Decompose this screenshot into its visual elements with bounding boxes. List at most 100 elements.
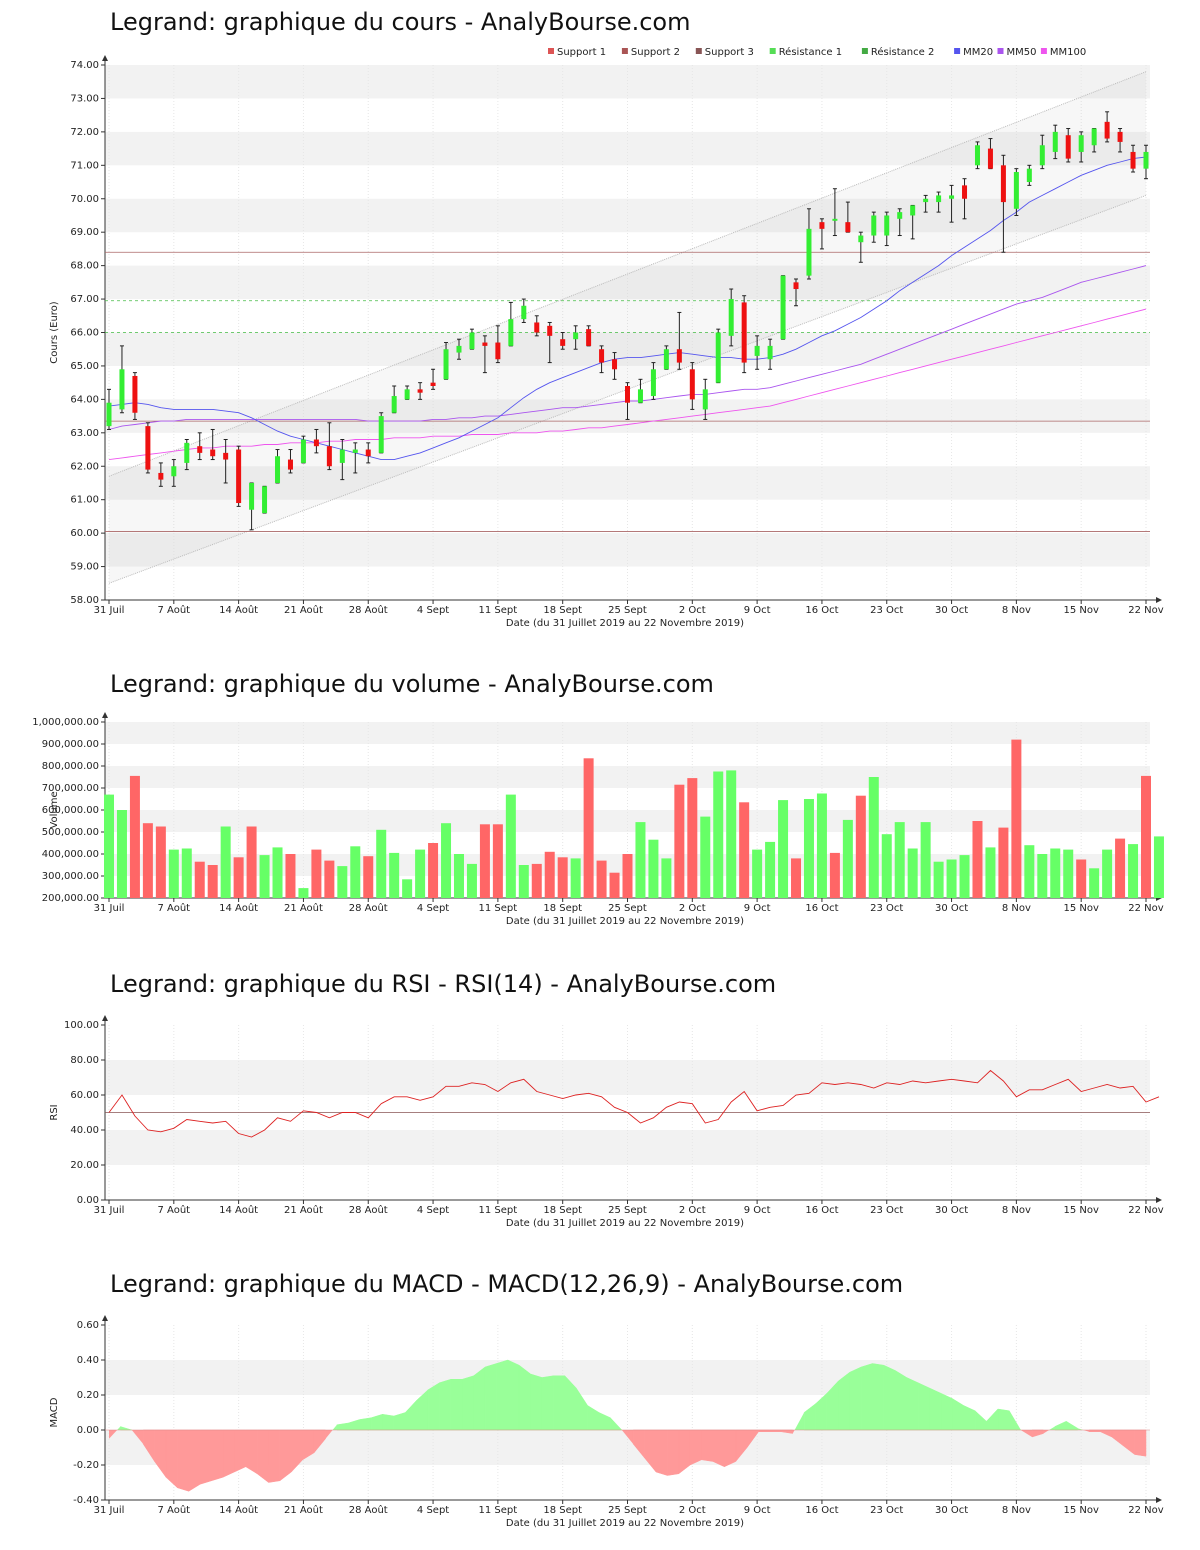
candle-up [339, 449, 345, 463]
volume-bar [142, 823, 153, 898]
volume-bar [700, 816, 711, 898]
candle-down [236, 449, 242, 504]
candle-up [378, 416, 384, 453]
x-tick-label: 7 Août [158, 604, 191, 616]
x-tick-label: 18 Sept [543, 903, 582, 914]
volume-bar [907, 848, 918, 898]
volume-bar [1141, 775, 1151, 898]
macd-area-positive [462, 1375, 474, 1431]
macd-area-positive [120, 1426, 132, 1431]
y-tick-label: 66.00 [70, 328, 99, 339]
candle-down [145, 426, 151, 470]
candle-up [1052, 131, 1058, 152]
volume-bar [1050, 848, 1061, 898]
macd-area-negative [792, 1430, 795, 1434]
volume-bar [920, 822, 931, 898]
y-tick-label: 59.00 [70, 562, 99, 573]
y-tick-label: 63.00 [70, 428, 99, 439]
volume-bar [1037, 854, 1048, 898]
volume-bar [726, 770, 737, 898]
macd-area-positive [530, 1373, 543, 1431]
y-tick-label: 0.40 [77, 1355, 99, 1366]
candle-down [547, 325, 553, 336]
volume-bar [881, 834, 892, 898]
macd-area-negative [712, 1429, 725, 1468]
volume-bar [557, 857, 568, 898]
candle-up [249, 482, 255, 510]
macd-area-positive [803, 1403, 816, 1431]
volume-bar [376, 829, 387, 898]
x-tick-label: 30 Oct [935, 1205, 968, 1216]
macd-area-negative [245, 1429, 258, 1475]
candle-up [780, 275, 786, 340]
candle-up [184, 442, 190, 463]
macd-area-positive [541, 1375, 554, 1431]
grid-band [105, 1360, 1150, 1395]
x-tick-label: 23 Oct [870, 605, 903, 616]
x-tick-label: 25 Sept [608, 605, 647, 616]
candle-up [702, 389, 708, 410]
candle-down [1065, 135, 1071, 159]
macd-area-positive [507, 1359, 520, 1431]
x-tick-label: 28 Août [349, 1504, 388, 1516]
x-tick-label: 21 Août [284, 902, 323, 914]
macd-area-positive [439, 1378, 452, 1431]
mm100-line [108, 308, 1147, 461]
macd-area-positive [860, 1363, 873, 1431]
x-tick-label: 14 Août [219, 604, 258, 616]
x-tick-label: 7 Août [158, 1504, 191, 1516]
macd-area-negative [655, 1429, 668, 1476]
macd-area-positive [917, 1382, 930, 1431]
volume-bar [441, 823, 452, 898]
candle-down [158, 472, 164, 480]
volume-bar [1089, 868, 1100, 898]
volume-bar [609, 872, 620, 898]
x-tick-label: 30 Oct [935, 1505, 968, 1516]
volume-bar [765, 841, 776, 898]
y-axis-label: MACD [49, 1397, 60, 1427]
y-axis-arrow [102, 1015, 108, 1021]
candle-up [663, 349, 669, 370]
y-tick-label: 71.00 [70, 160, 99, 171]
macd-area-positive [872, 1363, 885, 1431]
legend-swatch [548, 48, 554, 54]
volume-bar [505, 794, 516, 898]
candle-up [573, 332, 579, 340]
volume-bar [596, 860, 607, 898]
y-axis-arrow [102, 1315, 108, 1321]
macd-area-negative [222, 1429, 235, 1478]
x-tick-label: 30 Oct [935, 903, 968, 914]
x-tick-label: 31 Juil [94, 1205, 125, 1216]
macd-area-negative [279, 1429, 292, 1482]
candle-up [521, 305, 527, 320]
macd-area-negative [678, 1429, 691, 1475]
macd-area-positive [598, 1412, 611, 1431]
macd-chart-title: Legrand: graphique du MACD - MACD(12,26,… [110, 1270, 904, 1298]
grid-band [105, 722, 1150, 744]
x-tick-label: 9 Oct [744, 903, 771, 914]
x-tick-label: 2 Oct [679, 903, 706, 914]
candle-down [210, 449, 216, 457]
volume-bar [713, 771, 724, 898]
x-tick-label: 15 Nov [1063, 605, 1099, 616]
x-tick-label: 16 Oct [805, 903, 838, 914]
macd-area-positive [427, 1382, 440, 1431]
macd-area-negative [211, 1429, 224, 1482]
x-tick-label: 21 Août [284, 1504, 323, 1516]
candle-down [625, 386, 630, 403]
x-tick-label: 28 Août [349, 604, 388, 616]
candle-down [495, 342, 501, 360]
y-tick-label: -0.20 [73, 1460, 99, 1471]
volume-bar [389, 852, 400, 898]
macd-area-negative [621, 1430, 634, 1444]
legend-swatch [621, 48, 628, 54]
macd-area-negative [724, 1429, 737, 1468]
candle-down [962, 185, 968, 199]
y-tick-label: 0.60 [77, 1320, 99, 1331]
y-tick-label: 1,000,000.00 [32, 717, 99, 728]
candle-down [987, 148, 993, 169]
macd-area-negative [165, 1429, 178, 1489]
y-tick-label: 100.00 [64, 1020, 99, 1031]
legend-label: MM100 [1050, 47, 1086, 58]
candle-up [352, 449, 358, 453]
